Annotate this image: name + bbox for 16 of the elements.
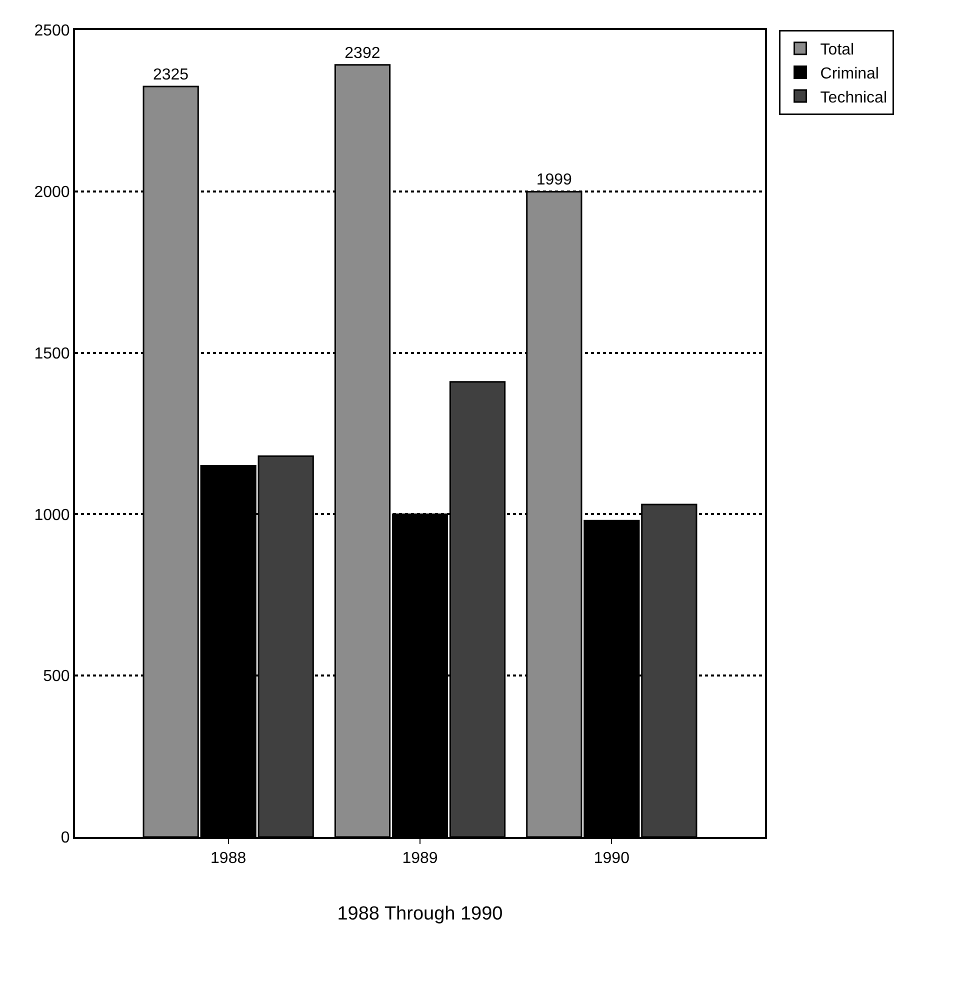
- legend-label: Total: [820, 42, 854, 59]
- x-tick-label: 1990: [594, 850, 630, 868]
- y-tick-label: 2500: [34, 22, 70, 40]
- x-tick-label: 1989: [402, 850, 438, 868]
- legend-label: Criminal: [820, 65, 879, 82]
- y-tick-label: 0: [60, 830, 70, 847]
- legend-label: Technical: [820, 89, 888, 106]
- x-tick-label: 1988: [210, 850, 246, 868]
- y-tick-label: 1000: [34, 506, 70, 524]
- y-tick-label: 2000: [34, 184, 70, 201]
- x-axis-title: 1988 Through 1990: [337, 904, 503, 924]
- data-label: 2325: [152, 66, 189, 84]
- y-tick-label: 1500: [34, 345, 70, 362]
- data-label: 1999: [536, 172, 572, 189]
- data-label: 2392: [344, 44, 380, 62]
- y-tick-label: 500: [43, 668, 70, 686]
